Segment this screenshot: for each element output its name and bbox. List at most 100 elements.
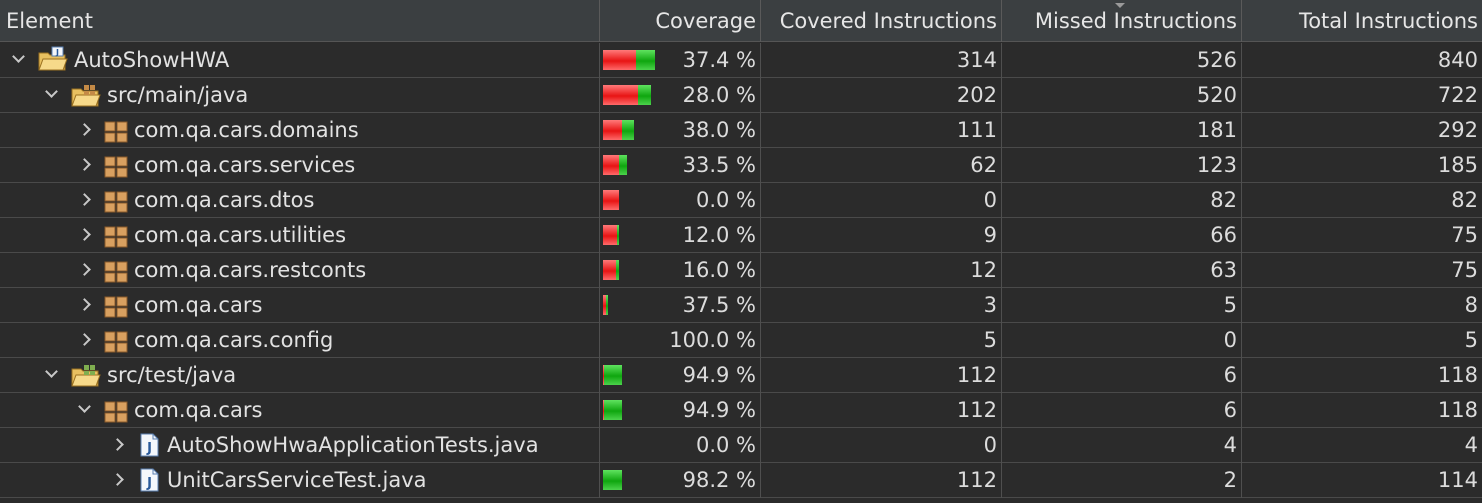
tree-row[interactable]: src/test/java 94.9 % 112 6 118: [0, 358, 1482, 393]
coverage-bar-covered: [636, 50, 655, 70]
total-instructions-cell: 8: [1464, 293, 1478, 317]
element-cell: com.qa.cars.domains: [0, 113, 600, 148]
element-name: com.qa.cars: [134, 293, 263, 317]
coverage-bar: [603, 225, 619, 245]
coverage-cell: 37.5 %: [600, 288, 761, 323]
coverage-bar-covered: [606, 295, 608, 315]
coverage-bar: [603, 120, 634, 140]
tree-row[interactable]: com.qa.cars.domains 38.0 % 111 181 292: [0, 113, 1482, 148]
chevron-right-icon[interactable]: [78, 193, 91, 206]
chevron-down-icon[interactable]: [45, 85, 58, 98]
coverage-cell: 16.0 %: [600, 253, 761, 288]
chevron-right-icon[interactable]: [78, 298, 91, 311]
element-cell: J AutoShowHWA: [0, 43, 600, 78]
missed-instructions-cell: 123: [1002, 148, 1242, 183]
covered-instructions-cell: 0: [761, 183, 1002, 218]
covered-instructions-cell: 112: [761, 393, 1002, 428]
element-name: com.qa.cars.restconts: [134, 258, 367, 282]
tree-row[interactable]: com.qa.cars 37.5 % 3 5 8: [0, 288, 1482, 323]
coverage-bar: [603, 295, 608, 315]
element-name: com.qa.cars.domains: [134, 118, 359, 142]
coverage-bar-missed: [603, 295, 606, 315]
element-name: src/main/java: [107, 83, 249, 107]
source-folder-icon: [71, 84, 101, 107]
total-instructions-cell: 4: [1464, 433, 1478, 457]
tree-row[interactable]: com.qa.cars.services 33.5 % 62 123 185: [0, 148, 1482, 183]
coverage-bar-missed: [603, 365, 604, 385]
chevron-right-icon[interactable]: [78, 158, 91, 171]
coverage-bar-covered: [604, 400, 622, 420]
tree-row[interactable]: J AutoShowHwaApplicationTests.java 0.0 % 0 4…: [0, 428, 1482, 463]
chevron-down-icon[interactable]: [12, 50, 25, 63]
package-icon: [104, 119, 128, 143]
column-header-element[interactable]: Element: [0, 0, 600, 42]
covered-instructions-cell: 111: [761, 113, 1002, 148]
coverage-bar-missed: [603, 400, 604, 420]
coverage-cell: 94.9 %: [600, 358, 761, 393]
coverage-bar: [603, 85, 651, 105]
chevron-right-icon[interactable]: [111, 473, 124, 486]
coverage-bar-missed: [603, 85, 638, 105]
chevron-right-icon[interactable]: [78, 123, 91, 136]
element-name: AutoShowHWA: [74, 48, 230, 72]
tree-row[interactable]: com.qa.cars.restconts 16.0 % 12 63 75: [0, 253, 1482, 288]
element-name: com.qa.cars.config: [134, 328, 334, 352]
element-cell: src/test/java: [0, 358, 600, 393]
missed-instructions-cell: 82: [1002, 183, 1242, 218]
missed-instructions-cell: 6: [1002, 393, 1242, 428]
column-header-coverage[interactable]: Coverage: [600, 0, 761, 42]
covered-instructions-cell: 3: [761, 288, 1002, 323]
covered-instructions-cell: 12: [761, 253, 1002, 288]
missed-instructions-cell: 66: [1002, 218, 1242, 253]
tree-row[interactable]: com.qa.cars.config 100.0 % 5 0 5: [0, 323, 1482, 358]
column-header-total-instructions[interactable]: Total Instructions: [1298, 9, 1478, 33]
tree-row[interactable]: com.qa.cars.dtos 0.0 % 0 82 82: [0, 183, 1482, 218]
coverage-bar-covered: [622, 120, 634, 140]
chevron-right-icon[interactable]: [78, 263, 91, 276]
element-cell: src/main/java: [0, 78, 600, 113]
chevron-down-icon[interactable]: [78, 400, 91, 413]
coverage-bar-covered: [603, 470, 622, 490]
element-cell: com.qa.cars.services: [0, 148, 600, 183]
coverage-cell: 94.9 %: [600, 393, 761, 428]
column-header-covered-instructions[interactable]: Covered Instructions: [761, 0, 1002, 42]
covered-instructions-cell: 9: [761, 218, 1002, 253]
covered-instructions-cell: 112: [761, 358, 1002, 393]
coverage-bar: [603, 470, 622, 490]
missed-instructions-cell: 5: [1002, 288, 1242, 323]
element-cell: com.qa.cars.restconts: [0, 253, 600, 288]
covered-instructions-cell: 5: [761, 323, 1002, 358]
total-instructions-cell: 722: [1437, 83, 1478, 107]
element-cell: com.qa.cars.dtos: [0, 183, 600, 218]
tree-row[interactable]: src/main/java 28.0 % 202 520 722: [0, 78, 1482, 113]
package-icon: [104, 189, 128, 213]
chevron-right-icon[interactable]: [78, 228, 91, 241]
chevron-right-icon[interactable]: [78, 333, 91, 346]
tree-row[interactable]: com.qa.cars.utilities 12.0 % 9 66 75: [0, 218, 1482, 253]
tree-row[interactable]: J AutoShowHWA 37.4 % 314 526 840: [0, 43, 1482, 78]
coverage-bar: [603, 365, 622, 385]
svg-text:J: J: [146, 476, 152, 491]
covered-instructions-cell: 0: [761, 428, 1002, 463]
tree-row[interactable]: com.qa.cars 94.9 % 112 6 118: [0, 393, 1482, 428]
column-header-missed-instructions[interactable]: Missed Instructions: [1002, 0, 1242, 42]
chevron-down-icon[interactable]: [45, 365, 58, 378]
chevron-right-icon[interactable]: [111, 438, 124, 451]
tree-row[interactable]: J UnitCarsServiceTest.java 98.2 % 112 2 114: [0, 463, 1482, 498]
svg-text:J: J: [146, 441, 152, 456]
coverage-cell: 12.0 %: [600, 218, 761, 253]
coverage-bar-missed: [603, 225, 617, 245]
element-cell: com.qa.cars.config: [0, 323, 600, 358]
element-name: com.qa.cars.utilities: [134, 223, 347, 247]
total-instructions-cell: 82: [1451, 188, 1478, 212]
coverage-cell: 28.0 %: [600, 78, 761, 113]
total-instructions-cell: 75: [1451, 223, 1478, 247]
coverage-cell: 37.4 %: [600, 43, 761, 78]
total-instructions-cell: 840: [1437, 48, 1478, 72]
package-icon: [104, 294, 128, 318]
coverage-bar-missed: [603, 155, 619, 175]
covered-instructions-cell: 314: [761, 43, 1002, 78]
total-instructions-cell: 114: [1437, 468, 1478, 492]
sort-indicator-icon: [1115, 3, 1125, 8]
